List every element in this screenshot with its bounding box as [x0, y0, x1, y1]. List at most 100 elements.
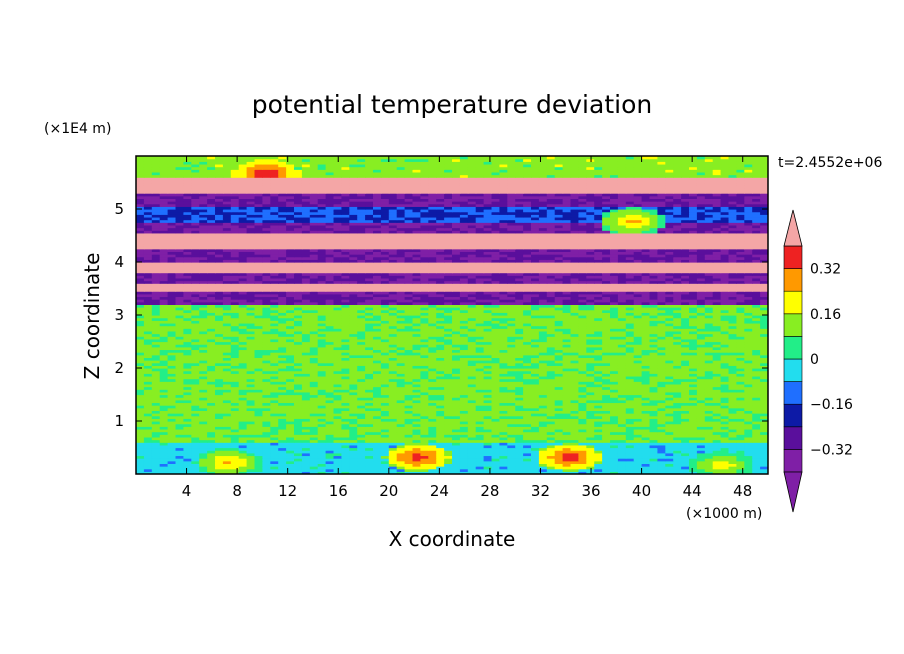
contour-cell — [475, 344, 485, 348]
contour-cell — [420, 407, 429, 411]
contour-cell — [570, 383, 579, 388]
contour-cell — [136, 360, 145, 364]
contour-cell — [365, 463, 374, 467]
contour-cell — [491, 352, 500, 356]
contour-cell — [531, 450, 540, 454]
contour-cell — [625, 373, 635, 377]
contour-cell — [483, 450, 493, 454]
contour-cell — [665, 399, 674, 404]
contour-cell — [538, 317, 548, 321]
contour-cell — [681, 322, 690, 327]
contour-cell — [420, 381, 429, 385]
contour-cell — [538, 320, 548, 324]
contour-cell — [633, 309, 643, 313]
contour-cell — [665, 397, 674, 401]
contour-cell — [459, 444, 469, 449]
contour-cell — [428, 431, 437, 435]
contour-cell — [704, 333, 714, 337]
contour-cell — [578, 463, 587, 467]
contour-cell — [309, 338, 319, 343]
contour-cell — [610, 373, 619, 377]
contour-cell — [191, 365, 200, 369]
contour-cell — [286, 373, 295, 377]
contour-cell — [246, 365, 256, 369]
contour-cell — [483, 407, 493, 411]
contour-cell — [278, 333, 287, 337]
contour-cell — [444, 365, 453, 369]
contour-cell — [744, 399, 753, 404]
contour-cell — [151, 423, 161, 427]
contour-cell — [151, 330, 161, 335]
contour-cell — [436, 455, 445, 459]
contour-cell — [175, 370, 184, 374]
contour-cell — [380, 431, 390, 435]
contour-cell — [610, 346, 619, 351]
contour-cell — [689, 338, 698, 343]
contour-cell — [578, 344, 587, 348]
contour-cell — [246, 315, 256, 319]
contour-cell — [483, 330, 493, 335]
contour-cell — [689, 381, 698, 385]
contour-cell — [610, 325, 619, 329]
contour-cell — [736, 336, 745, 340]
contour-cell — [388, 354, 398, 358]
contour-cell — [570, 349, 579, 353]
contour-cell — [136, 336, 145, 340]
contour-cell — [301, 466, 311, 470]
contour-cell — [349, 373, 358, 377]
contour-cell — [404, 346, 414, 351]
contour-cell — [570, 317, 579, 321]
contour-cell — [183, 328, 192, 332]
contour-cell — [546, 328, 556, 332]
contour-cell — [207, 330, 216, 335]
contour-cell — [380, 352, 390, 356]
contour-cell — [586, 460, 595, 464]
contour-cell — [689, 450, 698, 454]
contour-cell — [325, 320, 335, 324]
contour-cell — [744, 386, 753, 390]
contour-cell — [665, 309, 674, 313]
contour-cell — [617, 397, 627, 401]
contour-cell — [412, 455, 421, 459]
contour-cell — [167, 423, 177, 427]
contour-cell — [459, 381, 469, 385]
contour-cell — [515, 447, 524, 451]
contour-cell — [270, 452, 279, 457]
contour-cell — [294, 444, 303, 449]
contour-cell — [452, 315, 461, 319]
contour-cell — [665, 375, 674, 380]
contour-cell — [262, 362, 271, 366]
contour-cell — [673, 423, 682, 427]
contour-cell — [515, 368, 524, 372]
contour-cell — [673, 455, 682, 459]
contour-cell — [238, 344, 248, 348]
contour-cell — [341, 333, 350, 337]
contour-cell — [357, 317, 366, 321]
contour-cell — [452, 317, 461, 321]
contour-cell — [167, 418, 177, 422]
contour-cell — [428, 373, 437, 377]
contour-cell — [452, 349, 461, 353]
contour-cell — [159, 399, 169, 404]
contour-cell — [428, 322, 437, 327]
contour-cell — [357, 368, 366, 372]
contour-cell — [538, 394, 548, 398]
contour-cell — [333, 378, 342, 382]
contour-cell — [641, 399, 651, 404]
contour-cell — [507, 354, 516, 358]
contour-cell — [578, 373, 587, 377]
contour-cell — [617, 389, 627, 393]
contour-cell — [388, 434, 398, 438]
contour-cell — [286, 460, 295, 464]
contour-cell — [720, 330, 730, 335]
contour-cell — [602, 325, 611, 329]
contour-cell — [531, 362, 540, 366]
contour-cell — [554, 333, 564, 337]
contour-cell — [507, 418, 516, 422]
contour-cell — [515, 407, 524, 411]
contour-cell — [452, 423, 461, 427]
contour-cell — [254, 397, 263, 401]
contour-cell — [136, 370, 145, 374]
contour-cell — [175, 421, 184, 425]
contour-cell — [404, 349, 414, 353]
